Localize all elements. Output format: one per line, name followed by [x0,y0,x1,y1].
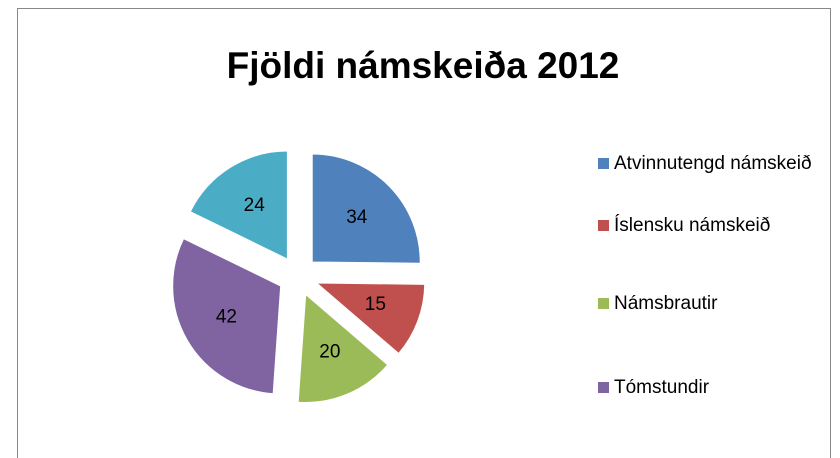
legend-swatch [598,298,609,309]
data-label: 42 [216,306,237,327]
data-label: 34 [346,207,368,228]
legend-label: Tómstundir [614,377,710,398]
legend-label: Námsbrautir [614,293,718,314]
data-label: 15 [365,294,386,315]
pie-slice [189,150,288,260]
legend-swatch [598,382,609,393]
legend-swatch [598,158,609,169]
pie-slice [315,282,426,355]
data-label: 20 [319,341,340,362]
pie-slice [297,293,389,403]
data-label: 24 [244,195,266,216]
legend-label: Atvinnutengd námskeið [614,153,812,174]
legend-label: Íslensku námskeið [614,215,771,236]
legend-item: Atvinnutengd námskeið [598,150,812,177]
legend-swatch [598,220,609,231]
legend-item: Íslensku námskeið [598,212,770,239]
legend-item: Tómstundir [598,374,709,401]
pie-slice [172,237,282,395]
legend-item: Námsbrautir [598,290,717,317]
pie-slice [311,153,421,264]
chart-border [17,8,831,458]
chart-title: Fjöldi námskeiða 2012 [227,45,620,86]
